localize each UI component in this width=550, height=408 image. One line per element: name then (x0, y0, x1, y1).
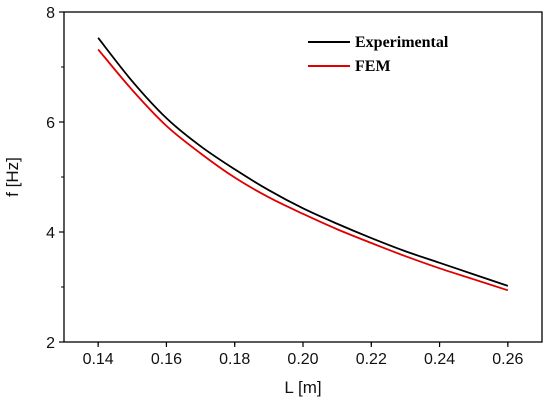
y-tick-label: 6 (46, 115, 55, 132)
x-tick-label: 0.20 (287, 351, 318, 368)
y-tick-label: 8 (46, 5, 55, 22)
x-axis: 0.14 0.16 0.18 0.20 0.22 0.24 0.26 (83, 342, 524, 368)
x-tick-label: 0.16 (151, 351, 182, 368)
series-line-fem (97, 48, 509, 292)
y-tick-label: 2 (46, 335, 55, 352)
x-tick-label: 0.14 (83, 351, 114, 368)
y-axis-label: f [Hz] (3, 157, 22, 197)
x-tick-label: 0.22 (356, 351, 387, 368)
series-lines (97, 37, 509, 292)
x-tick-label: 0.26 (492, 351, 523, 368)
plot-frame (63, 11, 543, 343)
legend: Experimental FEM (308, 34, 449, 75)
y-axis: 2 4 6 8 (46, 5, 64, 352)
x-axis-label: L [m] (284, 378, 321, 397)
x-tick-label: 0.18 (219, 351, 250, 368)
y-tick-label: 4 (46, 225, 55, 242)
legend-label-fem: FEM (355, 58, 391, 75)
legend-label-experimental: Experimental (355, 34, 449, 51)
x-tick-label: 0.24 (424, 351, 455, 368)
series-line-experimental (97, 37, 509, 287)
